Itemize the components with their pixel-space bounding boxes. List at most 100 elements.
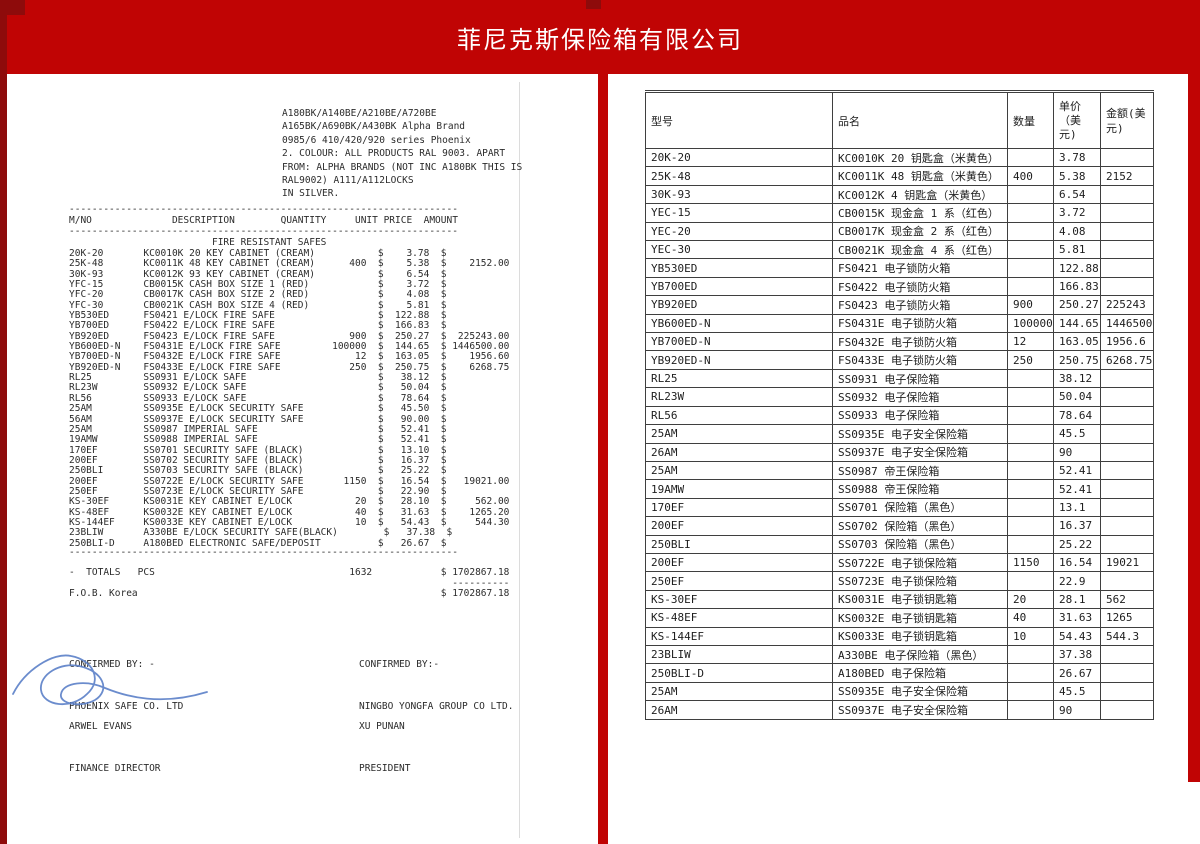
cell-unit-price: 3.78 xyxy=(1053,147,1101,168)
cell-amount xyxy=(1100,258,1154,278)
cell-amount: 1446500 xyxy=(1100,313,1154,334)
invoice-column-header: ----------------------------------------… xyxy=(69,204,458,248)
cell-name: SS0722E 电子锁保险箱 xyxy=(832,552,1008,573)
invoice-intro-paragraph: A180BK/A140BE/A210BE/A720BE A165BK/A690B… xyxy=(282,108,523,200)
cell-amount xyxy=(1100,700,1154,720)
cell-amount xyxy=(1100,442,1154,462)
invoice-totals-block: ----------------------------------------… xyxy=(69,547,510,599)
cell-unit-price: 16.54 xyxy=(1053,552,1101,573)
cell-amount xyxy=(1100,534,1154,554)
cell-unit-price: 26.67 xyxy=(1053,663,1101,683)
cell-amount xyxy=(1100,240,1154,260)
table-row: 25K-48 KC0011K 48 钥匙盒（米黄色） 400 5.38 2152 xyxy=(645,166,1154,186)
cell-quantity xyxy=(1007,424,1054,444)
cell-model: 200EF xyxy=(645,516,833,536)
cell-amount xyxy=(1100,424,1154,444)
cell-unit-price: 54.43 xyxy=(1053,626,1101,646)
cell-name: SS0703 保险箱（黑色） xyxy=(832,534,1008,554)
cell-amount xyxy=(1100,571,1154,591)
cell-unit-price: 28.1 xyxy=(1053,589,1101,610)
cell-unit-price: 13.1 xyxy=(1053,497,1101,518)
col-header-name: 品名 xyxy=(832,91,1008,149)
cell-unit-price: 144.65 xyxy=(1053,313,1101,334)
cell-quantity: 1150 xyxy=(1007,552,1054,573)
table-row: KS-30EF KS0031E 电子锁钥匙箱 20 28.1 562 xyxy=(645,589,1154,610)
table-row: YB700ED-N FS0432E 电子锁防火箱 12 163.05 1956.… xyxy=(645,332,1154,352)
cell-name: SS0931 电子保险箱 xyxy=(832,368,1008,389)
cell-name: SS0932 电子保险箱 xyxy=(832,387,1008,407)
cell-model: YEC-20 xyxy=(645,221,833,242)
invoice-item-lines: 20K-20 KC0010K 20 KEY CABINET (CREAM) $ … xyxy=(69,248,510,549)
cell-name: A180BED 电子保险箱 xyxy=(832,663,1008,683)
cell-model: 200EF xyxy=(645,552,833,573)
confirmed-heading: CONFIRMED BY:- xyxy=(359,659,440,670)
cell-name: FS0432E 电子锁防火箱 xyxy=(832,332,1008,352)
cell-model: RL56 xyxy=(645,405,833,426)
cell-quantity xyxy=(1007,221,1054,242)
cell-amount xyxy=(1100,497,1154,518)
cell-name: SS0723E 电子锁保险箱 xyxy=(832,571,1008,591)
scan-crease-line xyxy=(519,82,520,838)
cell-unit-price: 122.88 xyxy=(1053,258,1101,278)
cell-name: SS0701 保险箱（黑色） xyxy=(832,497,1008,518)
cell-amount: 544.3 xyxy=(1100,626,1154,646)
table-row: 25AM SS0935E 电子安全保险箱 45.5 xyxy=(645,424,1154,444)
signatory-left: ARWEL EVANS FINANCE DIRECTOR xyxy=(69,692,161,804)
table-row: YEC-20 CB0017K 现金盒 2 系（红色） 4.08 xyxy=(645,221,1154,242)
cell-name: CB0015K 现金盒 1 系（红色） xyxy=(832,203,1008,223)
table-row: YB920ED-N FS0433E 电子锁防火箱 250 250.75 6268… xyxy=(645,350,1154,370)
table-row: YB700ED FS0422 电子锁防火箱 166.83 xyxy=(645,276,1154,297)
col-header-amount: 金额(美元) xyxy=(1100,91,1154,149)
left-edge-strip xyxy=(0,0,7,844)
cell-unit-price: 31.63 xyxy=(1053,608,1101,628)
cell-amount xyxy=(1100,203,1154,223)
cell-amount: 1956.6 xyxy=(1100,332,1154,352)
table-row: 30K-93 KC0012K 4 钥匙盒（米黄色） 6.54 xyxy=(645,184,1154,205)
cell-model: 30K-93 xyxy=(645,184,833,205)
table-row: YB600ED-N FS0431E 电子锁防火箱 100000 144.65 1… xyxy=(645,313,1154,334)
cell-unit-price: 90 xyxy=(1053,700,1101,720)
cell-quantity: 250 xyxy=(1007,350,1054,370)
cell-quantity xyxy=(1007,516,1054,536)
cell-model: YB600ED-N xyxy=(645,313,833,334)
cell-model: 170EF xyxy=(645,497,833,518)
cell-amount xyxy=(1100,681,1154,702)
cell-model: KS-30EF xyxy=(645,589,833,610)
cell-quantity xyxy=(1007,405,1054,426)
cell-name: KC0012K 4 钥匙盒（米黄色） xyxy=(832,184,1008,205)
cell-quantity xyxy=(1007,203,1054,223)
table-row: 200EF SS0722E 电子锁保险箱 1150 16.54 19021 xyxy=(645,552,1154,573)
cell-model: YB700ED xyxy=(645,276,833,297)
cell-amount xyxy=(1100,405,1154,426)
table-row: 200EF SS0702 保险箱（黑色） 16.37 xyxy=(645,516,1154,536)
confirmed-by-left: CONFIRMED BY: - PHOENIX SAFE CO. LTD xyxy=(69,630,183,742)
cell-quantity xyxy=(1007,479,1054,499)
table-row: RL56 SS0933 电子保险箱 78.64 xyxy=(645,405,1154,426)
cell-name: KC0011K 48 钥匙盒（米黄色） xyxy=(832,166,1008,186)
cell-name: FS0433E 电子锁防火箱 xyxy=(832,350,1008,370)
cell-amount: 225243 xyxy=(1100,295,1154,315)
cell-unit-price: 37.38 xyxy=(1053,644,1101,665)
cell-quantity xyxy=(1007,700,1054,720)
cell-quantity xyxy=(1007,258,1054,278)
cell-name: A330BE 电子保险箱（黑色） xyxy=(832,644,1008,665)
cell-model: 250BLI xyxy=(645,534,833,554)
cell-model: YEC-15 xyxy=(645,203,833,223)
table-row: 250BLI-D A180BED 电子保险箱 26.67 xyxy=(645,663,1154,683)
table-row: YEC-30 CB0021K 现金盒 4 系（红色） 5.81 xyxy=(645,240,1154,260)
cell-model: 250EF xyxy=(645,571,833,591)
cell-quantity xyxy=(1007,681,1054,702)
cell-unit-price: 52.41 xyxy=(1053,460,1101,481)
cell-quantity xyxy=(1007,460,1054,481)
cell-quantity xyxy=(1007,276,1054,297)
cell-unit-price: 25.22 xyxy=(1053,534,1101,554)
cell-quantity: 900 xyxy=(1007,295,1054,315)
table-row: YB530ED FS0421 电子锁防火箱 122.88 xyxy=(645,258,1154,278)
cell-name: SS0937E 电子安全保险箱 xyxy=(832,442,1008,462)
table-row: RL23W SS0932 电子保险箱 50.04 xyxy=(645,387,1154,407)
cell-model: 250BLI-D xyxy=(645,663,833,683)
cell-unit-price: 90 xyxy=(1053,442,1101,462)
cell-quantity xyxy=(1007,368,1054,389)
cell-model: KS-48EF xyxy=(645,608,833,628)
